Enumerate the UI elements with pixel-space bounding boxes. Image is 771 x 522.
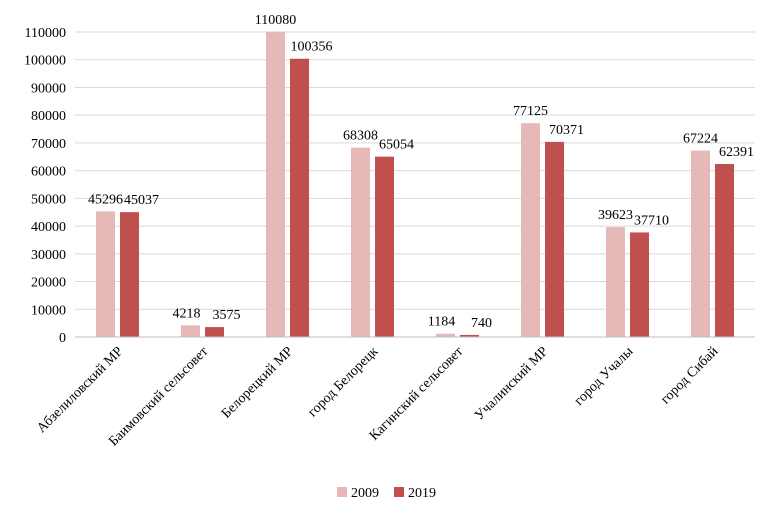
legend-label-2009: 2009 — [351, 486, 379, 501]
data-label-2019-7: 62391 — [719, 145, 754, 160]
bar-2019-3 — [375, 156, 394, 337]
data-label-2019-6: 37710 — [634, 213, 669, 228]
category-label: Баимовский сельсовет — [106, 344, 211, 449]
y-tick-label: 60000 — [31, 165, 66, 180]
data-label-2009-2: 110080 — [255, 13, 296, 28]
legend: 2009 2019 — [337, 486, 436, 501]
data-label-2009-3: 68308 — [343, 129, 378, 144]
bar-2009-4 — [436, 333, 455, 337]
category-label: Абзелиловский МР — [34, 344, 126, 436]
bars — [96, 31, 734, 338]
y-axis-ticks: 0 10000 20000 30000 40000 50000 60000 70000 8000… — [24, 26, 66, 346]
bar-2009-5 — [521, 123, 540, 337]
y-tick-label: 10000 — [31, 303, 66, 318]
y-tick-label: 0 — [59, 331, 66, 346]
y-tick-label: 20000 — [31, 276, 66, 291]
bar-2009-1 — [181, 325, 200, 337]
bar-2019-4 — [460, 334, 479, 337]
bar-2019-1 — [205, 327, 224, 337]
data-label-2009-6: 39623 — [598, 208, 633, 223]
bar-2019-2 — [290, 58, 309, 338]
category-label: Учалинский МР — [472, 344, 551, 423]
category-label: Белорецкий МР — [219, 344, 297, 422]
bar-2019-5 — [545, 141, 564, 337]
category-label: Кагинский сельсовет — [367, 344, 466, 443]
bar-2009-2 — [266, 31, 285, 338]
bar-2009-6 — [606, 227, 625, 337]
data-labels: 45296 45037 4218 3575 110080 100356 6830865054… — [88, 13, 754, 331]
category-label: город Белорецк — [305, 344, 381, 420]
y-tick-label: 50000 — [31, 192, 66, 207]
bar-2009-0 — [96, 211, 115, 337]
legend-label-2019: 2019 — [408, 486, 436, 501]
data-label-2009-5: 77125 — [513, 104, 548, 119]
data-label-2009-4: 1184 — [428, 315, 455, 330]
data-label-2019-3: 65054 — [379, 138, 414, 153]
bar-2009-7 — [691, 150, 710, 337]
y-tick-label: 70000 — [31, 137, 66, 152]
y-tick-label: 100000 — [24, 54, 66, 69]
bar-2019-7 — [715, 164, 734, 337]
bar-2019-0 — [120, 212, 139, 337]
data-label-2009-7: 67224 — [683, 132, 718, 147]
y-tick-label: 40000 — [31, 220, 66, 235]
data-label-2019-4: 740 — [471, 316, 492, 331]
category-label: город Учалы — [572, 344, 637, 409]
bar-2019-6 — [630, 232, 649, 337]
data-label-2019-1: 3575 — [213, 308, 241, 323]
bar-2009-3 — [351, 147, 370, 337]
data-label-2019-0: 45037 — [124, 193, 159, 208]
data-label-2009-0: 45296 — [88, 192, 123, 207]
data-label-2009-1: 4218 — [173, 306, 201, 321]
legend-swatch-2019 — [394, 487, 404, 497]
y-tick-label: 90000 — [31, 81, 66, 96]
y-tick-label: 110000 — [25, 26, 66, 41]
y-tick-label: 80000 — [31, 109, 66, 124]
data-label-2019-2: 100356 — [291, 40, 333, 55]
category-label: город Сибай — [658, 344, 721, 407]
data-label-2019-5: 70371 — [549, 123, 584, 138]
legend-swatch-2009 — [337, 487, 347, 497]
gridlines — [75, 31, 755, 310]
y-tick-label: 30000 — [31, 248, 66, 263]
